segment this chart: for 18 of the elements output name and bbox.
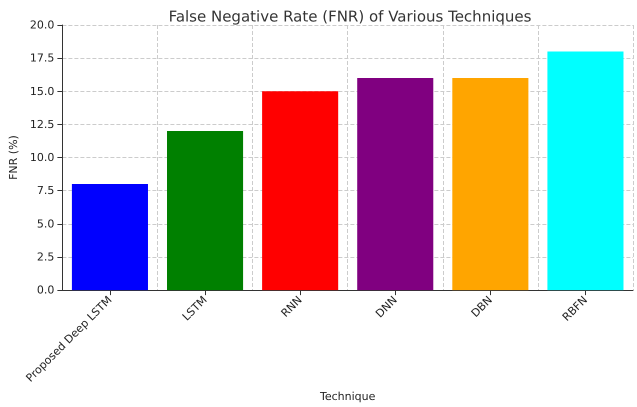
y-tick-label: 2.5 (36, 250, 54, 264)
chart-title: False Negative Rate (FNR) of Various Techniques (168, 8, 532, 26)
y-tick-label: 10.0 (30, 151, 54, 164)
y-axis-title: FNR (%) (7, 135, 20, 180)
bar (262, 91, 338, 290)
y-tick-label: 7.5 (36, 184, 54, 198)
bar (452, 78, 528, 290)
y-tick-label: 5.0 (36, 217, 54, 230)
bar (547, 52, 624, 290)
x-axis-title: Technique (319, 390, 376, 403)
y-tick-label: 17.5 (30, 52, 54, 65)
bar (167, 131, 244, 290)
y-tick-label: 12.5 (30, 118, 54, 131)
bar (72, 184, 148, 290)
y-tick-label: 20.0 (30, 18, 54, 32)
bar (357, 78, 434, 290)
y-tick-label: 15.0 (30, 84, 54, 98)
y-tick-label: 0.0 (36, 284, 54, 297)
